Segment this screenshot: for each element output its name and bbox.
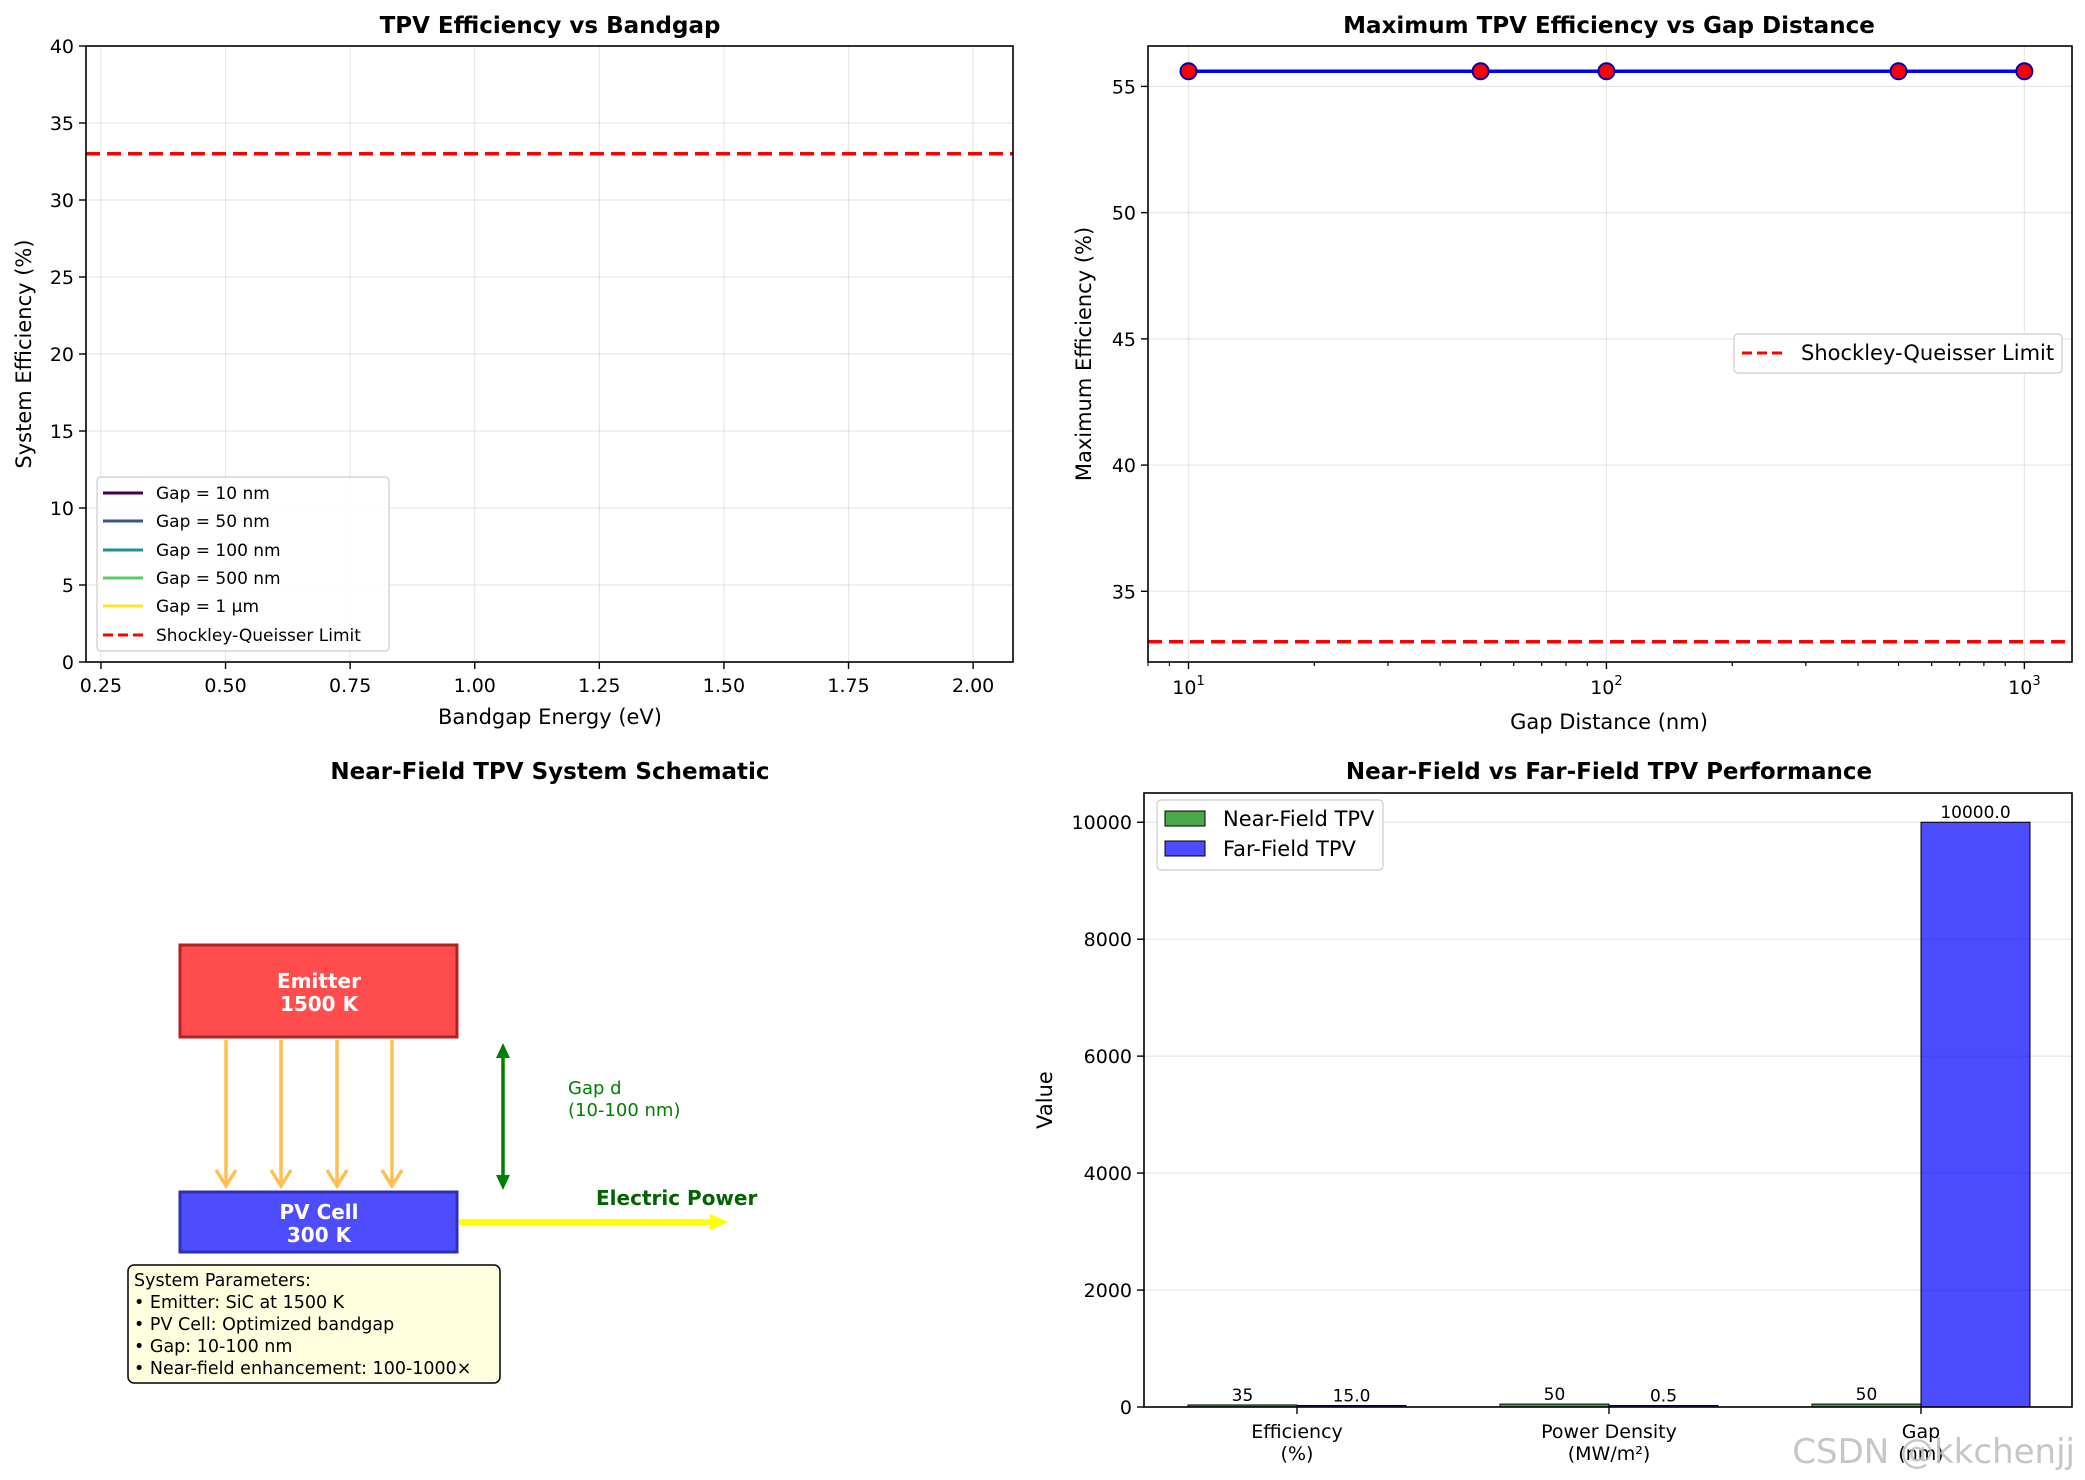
param-enhancement: • Near-field enhancement: 100-1000× [134,1359,471,1379]
emitter-temperature: 1500 K [280,992,360,1016]
panel2-y-tick-label: 40 [1112,455,1136,477]
panel1-x-tick-label: 0.25 [80,675,122,697]
near-field-bar-label: 50 [1544,1385,1566,1405]
panel2-data-point [1471,62,1490,81]
gap-range: (10-100 nm) [568,1100,680,1121]
legend4-far-field: Far-Field TPV [1223,837,1357,861]
legend-sq-limit: Shockley-Queisser Limit [156,626,361,646]
panel1-y-tick-label: 10 [50,498,74,520]
panel2-x-axis-label: Gap Distance (nm) [1510,710,1708,734]
efficiency-vs-bandgap-panel: TPV Efficiency vs Bandgap 0.25 0.50 0.75 1.… [12,13,1014,729]
panel1-y-tick-label: 20 [50,344,74,366]
watermark: CSDN @kkchenjj [1792,1432,2075,1472]
electric-power-label: Electric Power [596,1186,757,1210]
panel2-axes-frame [1147,45,2073,663]
pv-cell-block: PV Cell 300 K [178,1190,459,1254]
panel1-y-tick-label: 0 [62,652,74,674]
emitter-block: Emitter 1500 K [178,943,459,1039]
panel4-y-tick-label: 6000 [1084,1046,1132,1068]
panel1-x-tick-label: 1.25 [578,675,620,697]
panel2-x-tick-label: 101 [1172,674,1204,699]
panel2-y-tick-label: 55 [1112,76,1136,98]
param-pv-cell: • PV Cell: Optimized bandgap [134,1315,394,1335]
panel1-legend: Gap = 10 nm Gap = 50 nm Gap = 100 nm Gap… [96,476,390,652]
panel2-data-point [1889,62,1908,81]
pv-cell-temperature: 300 K [287,1223,353,1247]
gap-label: Gap d [568,1078,622,1099]
schematic-panel: Near-Field TPV System Schematic Emitter … [127,759,770,1384]
panel1-x-axis-label: Bandgap Energy (eV) [438,705,662,729]
near-field-bar-label: 50 [1856,1385,1878,1405]
legend4-swatch-near-field [1164,810,1206,827]
max-efficiency-vs-gap-panel: Maximum TPV Efficiency vs Gap Distance 1… [1072,13,2073,734]
far-field-bar-label: 15.0 [1333,1387,1371,1407]
legend-gap-100: Gap = 100 nm [156,541,281,561]
legend-gap-10: Gap = 10 nm [156,484,270,504]
panel4-x-tick-label: (%) [1281,1443,1314,1465]
panel4-x-tick-label: Efficiency [1251,1421,1343,1443]
panel4-x-tick-label: (nm) [1898,1443,1943,1465]
gap-arrow [496,1043,510,1190]
legend-gap-1um: Gap = 1 µm [156,597,259,617]
panel4-y-tick-label: 2000 [1084,1280,1132,1302]
panel4-y-tick-label: 4000 [1084,1163,1132,1185]
panel1-x-tick-label: 0.50 [204,675,246,697]
panel2-x-tick-label: 103 [2008,674,2040,699]
panel4-title: Near-Field vs Far-Field TPV Performance [1346,759,1872,785]
legend2-sq-limit: Shockley-Queisser Limit [1801,341,2054,365]
legend4-near-field: Near-Field TPV [1223,807,1375,831]
panel2-data-point [1179,62,1198,81]
panel2-x-tick-label: 102 [1590,674,1622,699]
panel4-y-tick-label: 10000 [1072,812,1132,834]
panel2-data-point [1597,62,1616,81]
panel2-title: Maximum TPV Efficiency vs Gap Distance [1343,13,1875,39]
panel1-x-tick-label: 0.75 [329,675,371,697]
panel2-y-tick-label: 50 [1112,203,1136,225]
panel1-y-tick-label: 25 [50,267,74,289]
far-field-bar-label: 0.5 [1650,1387,1677,1407]
system-parameters-box: System Parameters: • Emitter: SiC at 150… [127,1264,501,1384]
panel1-y-tick-label: 15 [50,421,74,443]
panel4-x-tick-label: Power Density [1541,1421,1677,1443]
near-vs-far-field-panel: Near-Field vs Far-Field TPV Performance … [1033,759,2073,1465]
schematic-title: Near-Field TPV System Schematic [330,759,769,785]
panel1-x-tick-label: 2.00 [952,675,994,697]
far-field-bar-label: 10000.0 [1940,803,2010,823]
panel4-y-tick-label: 0 [1120,1397,1132,1419]
params-heading: System Parameters: [134,1271,311,1291]
panel2-legend: Shockley-Queisser Limit [1733,333,2063,374]
panel4-x-tick-label: (MW/m²) [1568,1443,1651,1465]
far-field-bar [1920,821,2031,1408]
electric-power-arrow [459,1214,728,1230]
param-gap: • Gap: 10-100 nm [134,1337,292,1357]
panel4-y-axis-label: Value [1033,1071,1057,1129]
panel1-y-tick-label: 5 [62,575,74,597]
legend4-swatch-far-field [1164,840,1206,857]
legend-gap-50: Gap = 50 nm [156,512,270,532]
panel1-x-tick-label: 1.00 [454,675,496,697]
param-emitter: • Emitter: SiC at 1500 K [134,1293,345,1313]
panel1-y-tick-label: 40 [50,36,74,58]
radiation-arrows [214,1040,404,1190]
pv-cell-label: PV Cell [279,1200,358,1224]
panel2-data-point [2015,62,2034,81]
panel4-y-tick-label: 8000 [1084,929,1132,951]
near-field-bar-label: 35 [1232,1386,1254,1406]
emitter-label: Emitter [277,969,361,993]
panel1-x-tick-label: 1.75 [827,675,869,697]
panel1-axes-frame [85,45,1014,663]
legend-gap-500: Gap = 500 nm [156,569,281,589]
panel1-y-axis-label: System Efficiency (%) [12,239,36,468]
panel2-y-tick-label: 35 [1112,581,1136,603]
panel4-axes-frame [1143,792,2073,1408]
panel1-x-tick-label: 1.50 [703,675,745,697]
panel1-y-tick-label: 35 [50,113,74,135]
panel2-y-tick-label: 45 [1112,329,1136,351]
panel1-title: TPV Efficiency vs Bandgap [380,13,721,39]
panel4-x-tick-label: Gap [1902,1421,1940,1443]
panel2-y-axis-label: Maximum Efficiency (%) [1072,227,1096,481]
panel4-legend: Near-Field TPV Far-Field TPV [1156,799,1384,871]
panel1-y-tick-label: 30 [50,190,74,212]
